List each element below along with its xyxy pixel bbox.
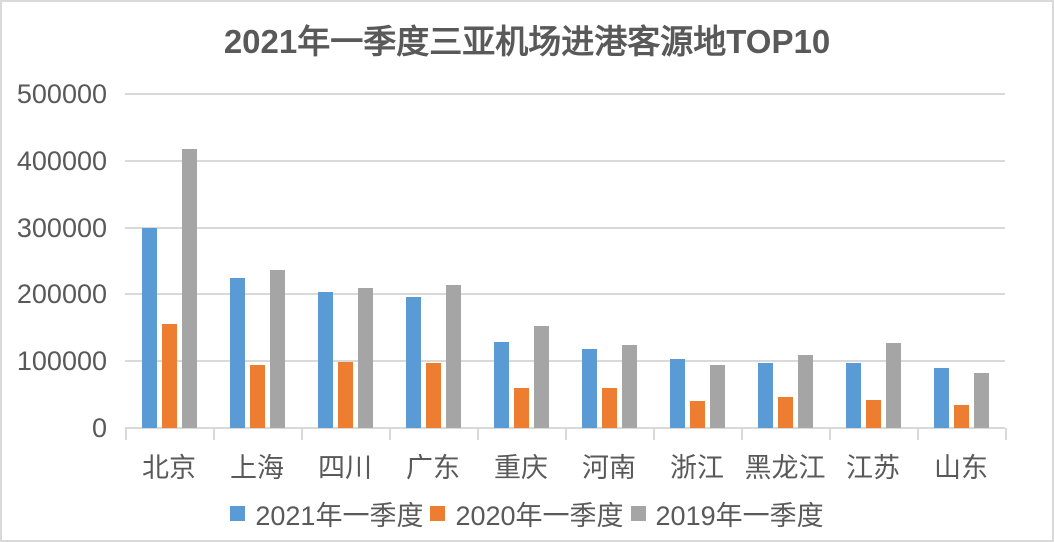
x-axis-label-上海: 上海 xyxy=(230,453,284,483)
bar-group-浙江 xyxy=(653,94,741,428)
bar-2019年一季度-河南 xyxy=(621,344,637,428)
bar-group-河南 xyxy=(565,94,653,428)
bar-group-北京 xyxy=(125,94,213,428)
bar-2021年一季度-北京 xyxy=(141,227,157,428)
bar-2021年一季度-河南 xyxy=(581,349,597,428)
bar-group-山东 xyxy=(917,94,1005,428)
bar-2019年一季度-江苏 xyxy=(885,342,901,428)
legend-label: 2021年一季度 xyxy=(255,501,424,531)
x-axis-tick xyxy=(389,428,391,440)
bar-2021年一季度-浙江 xyxy=(669,358,685,428)
y-axis-tick-label: 500000 xyxy=(16,79,107,109)
bar-2021年一季度-江苏 xyxy=(845,363,861,428)
x-axis-ticks xyxy=(125,428,1007,440)
x-axis-label-浙江: 浙江 xyxy=(670,453,724,483)
y-axis-tick-label: 300000 xyxy=(16,212,107,243)
bar-2019年一季度-上海 xyxy=(269,270,285,428)
bar-2019年一季度-四川 xyxy=(357,288,373,428)
x-axis-label-江苏: 江苏 xyxy=(846,453,900,483)
gridline xyxy=(125,293,1005,296)
gridline xyxy=(125,360,1005,363)
x-axis-tick xyxy=(477,428,479,440)
bar-2019年一季度-重庆 xyxy=(533,326,549,428)
plot-area xyxy=(125,93,1005,429)
bar-group-江苏 xyxy=(829,94,917,428)
bar-2020年一季度-浙江 xyxy=(689,400,705,428)
legend-item-2021年一季度: 2021年一季度 xyxy=(230,494,423,533)
chart-title: 2021年一季度三亚机场进港客源地TOP10 xyxy=(223,23,831,60)
gridline xyxy=(125,226,1005,229)
bar-groups xyxy=(125,94,1005,428)
x-axis-tick xyxy=(917,428,919,440)
x-axis-label-山东: 山东 xyxy=(934,453,988,483)
x-axis-tick xyxy=(213,428,215,440)
x-axis-tick xyxy=(829,428,831,440)
y-axis-tick-label: 200000 xyxy=(16,279,107,310)
bar-2020年一季度-河南 xyxy=(601,387,617,428)
bar-2020年一季度-四川 xyxy=(337,361,353,428)
bar-2021年一季度-黑龙江 xyxy=(757,362,773,428)
legend-swatch-icon xyxy=(430,506,446,521)
x-axis-label-广东: 广东 xyxy=(406,453,460,483)
bar-2021年一季度-上海 xyxy=(229,277,245,428)
bar-2020年一季度-黑龙江 xyxy=(777,396,793,428)
bar-group-四川 xyxy=(301,94,389,428)
bar-2019年一季度-黑龙江 xyxy=(797,354,813,428)
y-axis: 0 100000 200000 300000 400000 500000 xyxy=(2,79,107,443)
bar-2019年一季度-山东 xyxy=(973,373,989,428)
bar-2020年一季度-山东 xyxy=(953,404,969,428)
x-axis-tick xyxy=(741,428,743,440)
bar-2021年一季度-四川 xyxy=(317,291,333,428)
y-axis-tick-label: 0 xyxy=(91,413,107,443)
bar-2020年一季度-重庆 xyxy=(513,387,529,428)
y-axis-tick-label: 400000 xyxy=(16,145,107,176)
x-axis-label-四川: 四川 xyxy=(318,453,372,483)
legend-item-2019年一季度: 2019年一季度 xyxy=(630,494,824,533)
x-axis-tick xyxy=(1005,428,1007,440)
gridline xyxy=(125,93,1005,95)
x-axis-tick xyxy=(565,428,567,440)
x-axis-label-北京: 北京 xyxy=(142,453,196,483)
x-axis-tick xyxy=(301,428,303,440)
bar-2019年一季度-广东 xyxy=(445,285,461,428)
bar-2021年一季度-山东 xyxy=(933,367,949,428)
legend-label: 2020年一季度 xyxy=(455,501,624,531)
legend-item-2020年一季度: 2020年一季度 xyxy=(430,494,624,533)
bar-group-上海 xyxy=(213,94,301,428)
x-axis-label-黑龙江: 黑龙江 xyxy=(744,453,826,483)
bar-group-重庆 xyxy=(477,94,565,428)
bar-2021年一季度-广东 xyxy=(405,297,421,428)
legend-swatch-icon xyxy=(630,506,646,521)
y-axis-tick-label: 100000 xyxy=(16,346,107,377)
x-axis-label-重庆: 重庆 xyxy=(494,453,548,483)
legend-label: 2019年一季度 xyxy=(655,501,824,531)
bar-2020年一季度-上海 xyxy=(249,365,265,428)
x-axis: 北京 上海 四川 广东 重庆 河南 浙江 黑龙江 江苏 山东 xyxy=(125,446,1005,485)
x-axis-label-河南: 河南 xyxy=(582,453,636,483)
legend: 2021年一季度 2020年一季度 2019年一季度 xyxy=(2,494,1052,533)
gridline xyxy=(125,159,1005,162)
bar-2019年一季度-北京 xyxy=(181,149,197,428)
legend-swatch-icon xyxy=(230,506,246,521)
bar-2019年一季度-浙江 xyxy=(709,365,725,428)
bar-2020年一季度-江苏 xyxy=(865,399,881,428)
bar-2021年一季度-重庆 xyxy=(493,341,509,428)
bar-group-广东 xyxy=(389,94,477,428)
bar-group-黑龙江 xyxy=(741,94,829,428)
x-axis-tick xyxy=(653,428,655,440)
bar-2020年一季度-广东 xyxy=(425,362,441,428)
x-axis-tick xyxy=(125,428,127,440)
bar-2020年一季度-北京 xyxy=(161,324,177,428)
